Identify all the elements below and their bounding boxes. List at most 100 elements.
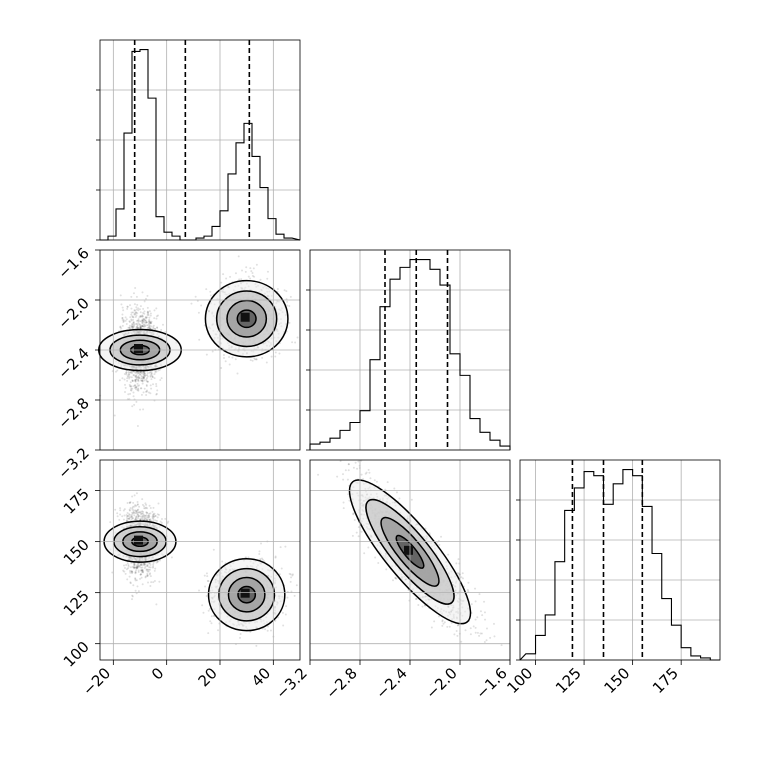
sample-point bbox=[131, 324, 134, 327]
sample-point bbox=[139, 311, 142, 314]
sample-point bbox=[146, 375, 149, 378]
sample-point bbox=[145, 517, 148, 520]
sample-point bbox=[141, 315, 144, 318]
sample-point bbox=[141, 324, 144, 327]
sample-point bbox=[145, 324, 148, 327]
sample-point bbox=[126, 501, 129, 504]
sample-point bbox=[127, 567, 130, 570]
sample-point bbox=[149, 327, 152, 330]
sample-point bbox=[135, 579, 138, 582]
sample-point bbox=[137, 319, 140, 322]
sample-point bbox=[141, 314, 144, 317]
sample-point bbox=[149, 374, 152, 377]
sample-point bbox=[249, 267, 252, 270]
sample-point bbox=[122, 518, 125, 521]
sample-point bbox=[377, 562, 380, 565]
sample-point bbox=[253, 358, 256, 361]
sample-point bbox=[125, 371, 128, 374]
sample-point bbox=[154, 371, 157, 374]
sample-point bbox=[153, 377, 156, 380]
sample-point bbox=[148, 568, 151, 571]
sample-point bbox=[122, 319, 125, 322]
sample-point bbox=[234, 272, 237, 275]
sample-point bbox=[160, 377, 163, 380]
sample-point bbox=[143, 323, 146, 326]
sample-point bbox=[296, 336, 299, 339]
sample-point bbox=[144, 390, 147, 393]
sample-point bbox=[123, 378, 126, 381]
sample-point bbox=[142, 373, 145, 376]
sample-point bbox=[136, 376, 139, 379]
sample-point bbox=[252, 267, 255, 270]
sample-point bbox=[138, 316, 141, 319]
sample-point bbox=[274, 556, 277, 559]
sample-point bbox=[149, 312, 152, 315]
sample-point bbox=[250, 270, 253, 273]
sample-point bbox=[240, 278, 243, 281]
sample-point bbox=[127, 373, 130, 376]
sample-point bbox=[135, 400, 138, 403]
sample-point bbox=[133, 323, 136, 326]
sample-point bbox=[137, 309, 140, 312]
sample-point bbox=[220, 367, 223, 370]
sample-point bbox=[146, 380, 149, 383]
sample-point bbox=[255, 358, 258, 361]
sample-point bbox=[139, 408, 142, 411]
sample-point bbox=[129, 581, 132, 584]
sample-point bbox=[137, 388, 140, 391]
sample-point bbox=[128, 320, 131, 323]
sample-point bbox=[127, 326, 130, 329]
sample-point bbox=[147, 313, 150, 316]
sample-point bbox=[124, 386, 127, 389]
sample-point bbox=[153, 512, 156, 515]
sample-point bbox=[143, 379, 146, 382]
sample-point bbox=[134, 380, 137, 383]
sample-point bbox=[130, 323, 133, 326]
sample-point bbox=[150, 387, 153, 390]
sample-point bbox=[202, 611, 205, 614]
sample-point bbox=[132, 385, 135, 388]
sample-point bbox=[121, 324, 124, 327]
sample-point bbox=[155, 603, 158, 606]
sample-point bbox=[278, 352, 281, 355]
sample-point bbox=[209, 620, 212, 623]
sample-point bbox=[127, 371, 130, 374]
sample-point bbox=[274, 355, 277, 358]
sample-point bbox=[255, 263, 258, 266]
sample-point bbox=[141, 583, 144, 586]
sample-point bbox=[138, 511, 141, 514]
sample-point bbox=[265, 361, 268, 364]
sample-point bbox=[142, 376, 145, 379]
sample-point bbox=[153, 309, 156, 312]
sample-point bbox=[119, 294, 122, 297]
sample-point bbox=[128, 372, 131, 375]
peak-cell bbox=[134, 344, 143, 353]
sample-point bbox=[142, 377, 145, 380]
sample-point bbox=[282, 624, 285, 627]
sample-point bbox=[132, 505, 135, 508]
sample-point bbox=[143, 372, 146, 375]
sample-point bbox=[128, 320, 131, 323]
hist-p2-step bbox=[309, 258, 511, 450]
sample-point bbox=[149, 321, 152, 324]
sample-point bbox=[132, 320, 135, 323]
sample-point bbox=[144, 575, 147, 578]
sample-point bbox=[281, 611, 284, 614]
sample-point bbox=[137, 318, 140, 321]
sample-point bbox=[286, 596, 289, 599]
sample-point bbox=[130, 313, 133, 316]
sample-point bbox=[140, 566, 143, 569]
sample-point bbox=[135, 322, 138, 325]
sample-point bbox=[131, 326, 134, 329]
sample-point bbox=[114, 370, 117, 373]
sample-point bbox=[222, 356, 225, 359]
sample-point bbox=[156, 389, 159, 392]
sample-point bbox=[135, 306, 138, 309]
sample-point bbox=[151, 375, 154, 378]
sample-point bbox=[154, 369, 157, 372]
sample-point bbox=[130, 318, 133, 321]
sample-point bbox=[131, 379, 134, 382]
sample-point bbox=[129, 385, 132, 388]
sample-point bbox=[375, 480, 378, 483]
